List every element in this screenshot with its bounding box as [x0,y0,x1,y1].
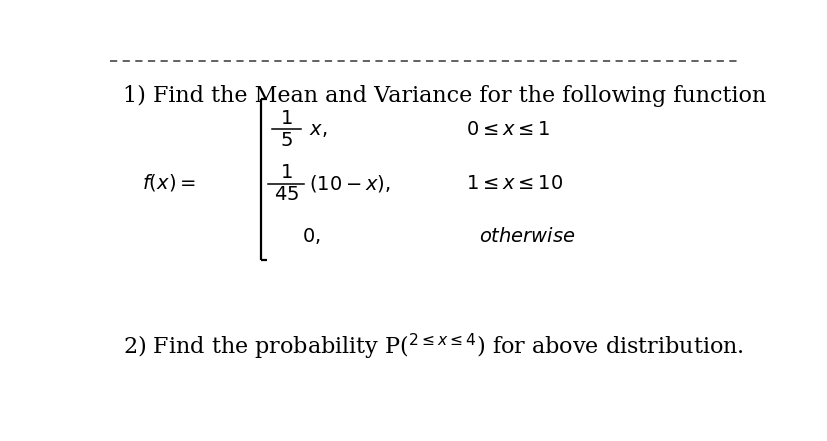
Text: 1) Find the Mean and Variance for the following function: 1) Find the Mean and Variance for the fo… [122,85,765,107]
Text: $45$: $45$ [274,185,299,204]
Text: $5$: $5$ [280,131,293,149]
Text: $1$: $1$ [280,109,292,128]
Text: $0 \leq x \leq 1$: $0 \leq x \leq 1$ [466,120,550,139]
Text: $x,$: $x,$ [308,120,327,139]
Text: $0,$: $0,$ [302,226,321,246]
Text: $(10 - x),$: $(10 - x),$ [308,173,390,194]
Text: $\mathit{otherwise}$: $\mathit{otherwise}$ [478,227,575,246]
Text: $f(x) =$: $f(x) =$ [142,172,195,193]
Text: 2) Find the probability P($^{2\leq x\leq 4}$) for above distribution.: 2) Find the probability P($^{2\leq x\leq… [122,331,743,362]
Text: $1 \leq x \leq 10$: $1 \leq x \leq 10$ [466,174,562,193]
Text: $1$: $1$ [280,163,292,182]
